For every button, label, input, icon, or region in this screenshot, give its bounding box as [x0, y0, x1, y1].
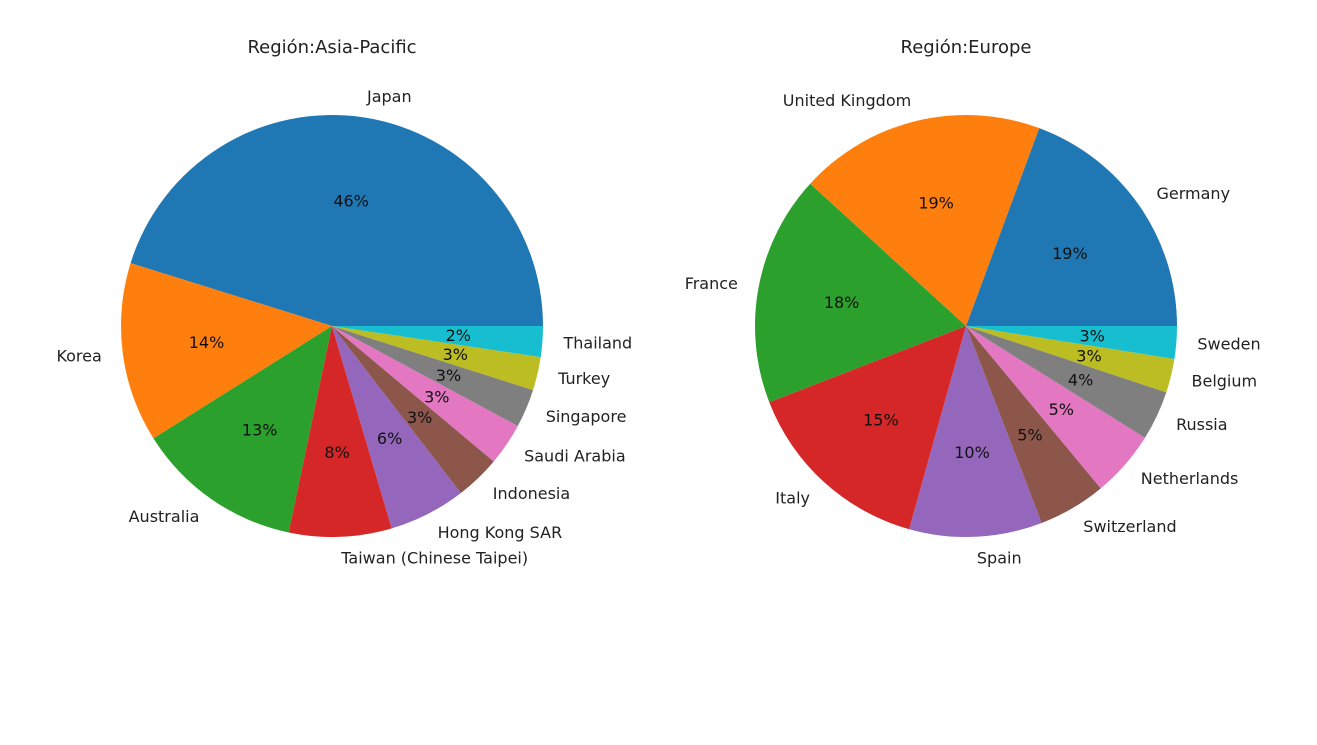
pie-slice-italy — [769, 326, 966, 530]
slice-label-thailand: Thailand — [563, 334, 633, 353]
slice-label-italy: Italy — [775, 488, 810, 507]
pct-label-russia: 4% — [1068, 370, 1093, 389]
pie-slice-sweden — [966, 326, 1177, 359]
chart-title: Región:Asia-Pacific — [247, 37, 416, 58]
pie-chart-europe: Región:Europe Germany 19% United Kingdom 19… — [685, 37, 1261, 567]
slice-label-turkey: Turkey — [557, 369, 610, 388]
slice-label-netherlands: Netherlands — [1141, 469, 1239, 488]
pct-label-france: 18% — [824, 293, 860, 312]
pct-label-taiwan-chinese-taipei: 8% — [324, 443, 349, 462]
slice-label-belgium: Belgium — [1192, 371, 1258, 390]
slice-label-indonesia: Indonesia — [493, 484, 570, 503]
pct-label-switzerland: 5% — [1017, 426, 1042, 445]
pct-label-spain: 10% — [954, 443, 990, 462]
slice-label-korea: Korea — [56, 347, 101, 366]
pct-label-belgium: 3% — [1076, 346, 1101, 365]
pie-slice-thailand — [332, 326, 543, 358]
pct-label-italy: 15% — [863, 410, 899, 429]
pie-slice-germany — [966, 128, 1177, 326]
pie-slice-singapore — [332, 326, 534, 426]
pie-slice-taiwan-chinese-taipei — [288, 326, 392, 538]
chart-title: Región:Europe — [901, 37, 1032, 58]
pct-label-thailand: 2% — [446, 326, 471, 345]
slice-label-taiwan-chinese-taipei: Taiwan (Chinese Taipei) — [340, 548, 528, 567]
slice-label-switzerland: Switzerland — [1083, 517, 1176, 536]
pie-slice-switzerland — [966, 326, 1101, 523]
pct-label-korea: 14% — [189, 333, 225, 352]
pct-label-singapore: 3% — [436, 366, 461, 385]
slice-label-hong-kong-sar: Hong Kong SAR — [438, 523, 563, 542]
pct-label-united-kingdom: 19% — [918, 194, 954, 213]
pct-label-sweden: 3% — [1080, 326, 1105, 345]
slice-label-singapore: Singapore — [546, 407, 627, 426]
pie-slice-hong-kong-sar — [332, 326, 461, 529]
pie-slice-united-kingdom — [810, 114, 1040, 326]
slice-label-saudi-arabia: Saudi Arabia — [524, 447, 626, 466]
pie-slices — [755, 114, 1177, 537]
pct-label-netherlands: 5% — [1049, 400, 1074, 419]
pie-slice-saudi-arabia — [332, 326, 518, 462]
pie-slice-japan — [130, 115, 543, 326]
pct-label-turkey: 3% — [443, 345, 468, 364]
pie-slice-russia — [966, 326, 1167, 438]
slice-label-australia: Australia — [129, 507, 200, 526]
slice-label-france: France — [685, 274, 738, 293]
pct-label-hong-kong-sar: 6% — [377, 429, 402, 448]
pct-label-australia: 13% — [242, 420, 278, 439]
slice-label-germany: Germany — [1157, 184, 1231, 203]
pie-slice-indonesia — [332, 326, 494, 494]
pct-label-japan: 46% — [333, 191, 369, 210]
pie-slice-spain — [909, 326, 1042, 537]
slice-label-spain: Spain — [977, 548, 1022, 567]
pie-labels: Japan 46% Korea 14% Australia 13% Taiwan (Chin… — [56, 87, 632, 567]
pie-slice-france — [755, 183, 966, 403]
pct-label-indonesia: 3% — [407, 408, 432, 427]
pie-chart-asia-pacific: Región:Asia-Pacific Japan 46% Korea 14% Aust… — [56, 37, 632, 567]
slice-label-united-kingdom: United Kingdom — [783, 91, 911, 110]
slice-label-russia: Russia — [1176, 415, 1227, 434]
slice-label-sweden: Sweden — [1197, 335, 1260, 354]
pie-slice-turkey — [332, 326, 541, 391]
pie-labels: Germany 19% United Kingdom 19% France 18% Ital… — [685, 91, 1261, 567]
pie-slice-netherlands — [966, 326, 1145, 489]
pie-slices — [121, 115, 543, 538]
pie-slice-australia — [153, 326, 332, 533]
pie-slice-korea — [121, 263, 332, 439]
pie-slice-belgium — [966, 326, 1175, 393]
slice-label-japan: Japan — [366, 87, 412, 106]
pct-label-saudi-arabia: 3% — [424, 388, 449, 407]
pct-label-germany: 19% — [1052, 244, 1088, 263]
